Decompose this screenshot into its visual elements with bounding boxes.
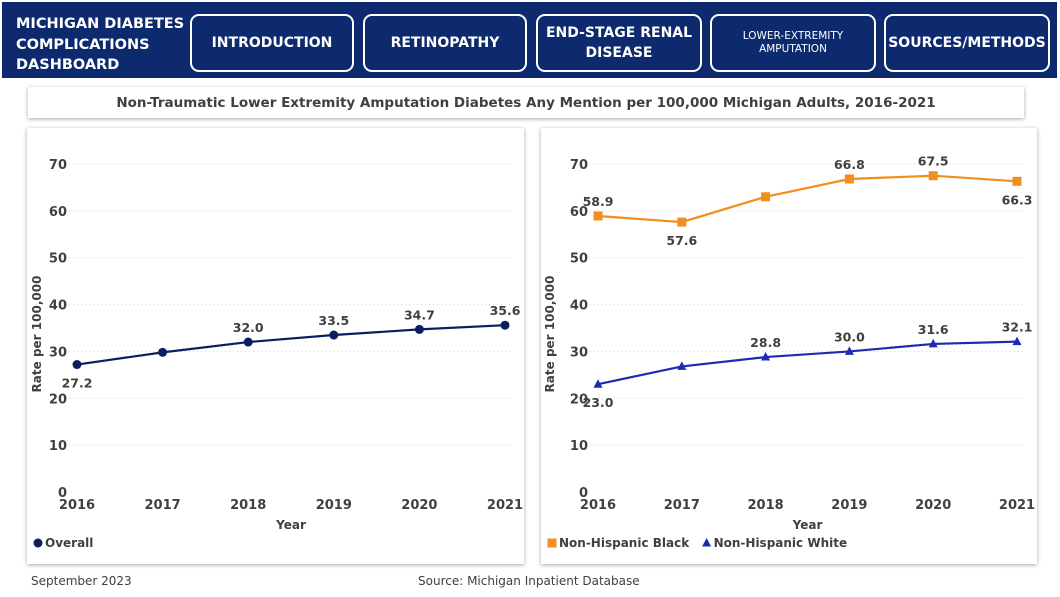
data-point xyxy=(844,174,854,184)
legend-marker xyxy=(702,538,712,547)
y-tick-label: 40 xyxy=(49,299,67,314)
data-point xyxy=(593,211,603,221)
data-point xyxy=(1012,176,1022,186)
data-label: 67.5 xyxy=(918,154,949,169)
overall-chart-panel: 0 10 20 30 40 50 60 70 2016 2017 2018 2019 2020 2021 Y… xyxy=(27,128,524,564)
data-label: 32.1 xyxy=(1002,320,1033,335)
data-label: 33.5 xyxy=(318,313,349,328)
nav-retinopathy-button[interactable]: RETINOPATHY xyxy=(363,14,527,72)
legend-marker xyxy=(33,538,43,548)
footer-source: Source: Michigan Inpatient Database xyxy=(418,574,640,588)
data-point xyxy=(329,330,339,340)
series-line xyxy=(597,340,1018,386)
x-tick-label: 2018 xyxy=(748,498,784,513)
data-label: 32.0 xyxy=(233,320,264,335)
y-tick-label: 30 xyxy=(570,345,588,360)
y-tick-label: 30 xyxy=(49,345,67,360)
data-point xyxy=(677,217,687,227)
data-point xyxy=(593,379,603,388)
nav-introduction-button[interactable]: INTRODUCTION xyxy=(190,14,354,72)
y-tick-label: 60 xyxy=(49,205,67,220)
data-label: 31.6 xyxy=(918,322,949,337)
data-point xyxy=(761,192,771,202)
data-label: 23.0 xyxy=(583,395,614,410)
data-point xyxy=(243,337,253,347)
legend-label: Non-Hispanic Black xyxy=(559,536,690,550)
y-tick-label: 40 xyxy=(570,299,588,314)
data-label: 28.8 xyxy=(750,335,781,350)
y-tick-label: 20 xyxy=(570,392,588,407)
data-label: 58.9 xyxy=(583,194,614,209)
x-tick-label: 2016 xyxy=(59,498,95,513)
race-rate-chart: 0 10 20 30 40 50 60 70 2016 2017 2018 2019 2020 2021 Y… xyxy=(543,154,1035,550)
footer-date: September 2023 xyxy=(31,574,132,588)
x-tick-label: 2021 xyxy=(999,498,1035,513)
data-point xyxy=(844,346,854,355)
x-axis-title: Year xyxy=(792,518,823,532)
data-point xyxy=(414,324,424,334)
x-tick-label: 2017 xyxy=(145,498,181,513)
nav-end-stage-renal-disease-button[interactable]: END-STAGE RENAL DISEASE xyxy=(536,14,702,72)
y-axis-title: Rate per 100,000 xyxy=(30,276,44,393)
y-tick-label: 0 xyxy=(579,486,588,501)
y-tick-label: 20 xyxy=(49,392,67,407)
y-tick-label: 70 xyxy=(49,158,67,173)
y-tick-label: 10 xyxy=(570,439,588,454)
x-tick-label: 2019 xyxy=(831,498,867,513)
series-line xyxy=(597,174,1018,224)
top-navigation-bar: MICHIGAN DIABETES COMPLICATIONS DASHBOAR… xyxy=(2,2,1057,78)
y-tick-label: 60 xyxy=(570,205,588,220)
x-tick-label: 2018 xyxy=(230,498,266,513)
y-tick-label: 70 xyxy=(570,158,588,173)
y-tick-label: 10 xyxy=(49,439,67,454)
data-point xyxy=(72,360,82,370)
data-label: 57.6 xyxy=(666,233,697,248)
data-point xyxy=(500,320,510,330)
data-label: 27.2 xyxy=(62,376,93,391)
race-chart-panel: 0 10 20 30 40 50 60 70 2016 2017 2018 2019 2020 2021 Y… xyxy=(541,128,1037,564)
legend-label: Overall xyxy=(45,536,93,550)
data-label: 35.6 xyxy=(490,303,521,318)
x-tick-label: 2020 xyxy=(401,498,437,513)
data-point xyxy=(761,352,771,361)
y-tick-label: 0 xyxy=(58,486,67,501)
data-point xyxy=(1012,336,1022,346)
x-axis-title: Year xyxy=(275,518,306,532)
y-tick-label: 50 xyxy=(570,252,588,267)
data-label: 30.0 xyxy=(834,329,865,344)
data-label: 66.8 xyxy=(834,157,865,172)
legend-label: Non-Hispanic White xyxy=(714,536,848,550)
y-axis-title: Rate per 100,000 xyxy=(543,276,557,393)
data-point xyxy=(928,171,938,181)
x-tick-label: 2019 xyxy=(316,498,352,513)
data-point xyxy=(928,338,938,348)
x-tick-label: 2021 xyxy=(487,498,523,513)
x-tick-label: 2016 xyxy=(580,498,616,513)
y-tick-label: 50 xyxy=(49,252,67,267)
series-line xyxy=(76,324,506,366)
x-tick-label: 2020 xyxy=(915,498,951,513)
nav-sources-methods-button[interactable]: SOURCES/METHODS xyxy=(884,14,1050,72)
data-point xyxy=(158,347,168,357)
nav-lower-extremity-amputation-button[interactable]: LOWER-EXTREMITY AMPUTATION xyxy=(710,14,876,72)
dashboard-chart-title: Non-Traumatic Lower Extremity Amputation… xyxy=(28,87,1024,118)
data-label: 66.3 xyxy=(1002,192,1033,207)
legend-marker xyxy=(547,538,557,548)
data-label: 34.7 xyxy=(404,307,435,322)
overall-rate-chart: 0 10 20 30 40 50 60 70 2016 2017 2018 2019 2020 2021 Y… xyxy=(30,158,523,550)
data-point xyxy=(677,361,687,370)
x-tick-label: 2017 xyxy=(664,498,700,513)
dashboard-brand-title: MICHIGAN DIABETES COMPLICATIONS DASHBOAR… xyxy=(16,16,185,73)
